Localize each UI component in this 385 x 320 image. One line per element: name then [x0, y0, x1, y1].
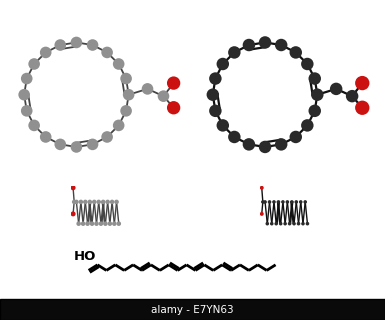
Circle shape: [40, 47, 52, 58]
Circle shape: [167, 101, 180, 115]
Circle shape: [142, 83, 153, 95]
Circle shape: [292, 222, 296, 226]
Circle shape: [28, 120, 40, 131]
Circle shape: [260, 212, 264, 216]
Circle shape: [79, 200, 83, 204]
Circle shape: [209, 105, 222, 117]
Circle shape: [76, 221, 81, 226]
Circle shape: [120, 73, 132, 84]
Circle shape: [74, 200, 79, 204]
Circle shape: [263, 200, 267, 204]
Circle shape: [283, 222, 287, 226]
Circle shape: [308, 105, 321, 117]
Circle shape: [209, 72, 222, 85]
Circle shape: [270, 222, 274, 226]
Circle shape: [288, 222, 291, 226]
Circle shape: [54, 139, 66, 150]
Circle shape: [96, 200, 101, 204]
Circle shape: [81, 221, 85, 226]
Circle shape: [158, 90, 169, 102]
Circle shape: [268, 200, 271, 204]
Circle shape: [112, 221, 117, 226]
Circle shape: [279, 222, 283, 226]
Circle shape: [72, 200, 77, 204]
Circle shape: [92, 200, 97, 204]
Circle shape: [301, 222, 305, 226]
Circle shape: [87, 200, 92, 204]
Circle shape: [346, 90, 358, 102]
Circle shape: [110, 200, 114, 204]
Circle shape: [70, 212, 75, 216]
Circle shape: [290, 46, 302, 59]
Circle shape: [123, 89, 134, 100]
Circle shape: [228, 46, 241, 59]
Circle shape: [228, 131, 241, 143]
Circle shape: [295, 200, 298, 204]
Circle shape: [101, 47, 113, 58]
Circle shape: [243, 39, 255, 51]
Circle shape: [355, 100, 370, 115]
Circle shape: [40, 131, 52, 143]
Text: alamy - E7YN63: alamy - E7YN63: [151, 305, 234, 315]
Circle shape: [87, 39, 98, 51]
Text: HO: HO: [74, 250, 97, 263]
Circle shape: [21, 73, 32, 84]
Circle shape: [105, 200, 110, 204]
Circle shape: [355, 76, 370, 90]
Circle shape: [113, 58, 124, 70]
Circle shape: [330, 83, 342, 95]
Circle shape: [261, 200, 264, 204]
Circle shape: [107, 221, 112, 226]
Circle shape: [83, 200, 88, 204]
Circle shape: [275, 222, 278, 226]
Circle shape: [120, 105, 132, 117]
Circle shape: [308, 72, 321, 85]
Circle shape: [167, 76, 180, 90]
Circle shape: [290, 131, 302, 143]
Circle shape: [18, 89, 30, 100]
Circle shape: [101, 131, 113, 143]
Circle shape: [117, 221, 121, 226]
Circle shape: [281, 200, 285, 204]
Circle shape: [87, 139, 98, 150]
Circle shape: [243, 138, 255, 151]
Circle shape: [290, 200, 294, 204]
Circle shape: [311, 88, 323, 101]
Circle shape: [207, 88, 219, 101]
Circle shape: [299, 200, 303, 204]
Circle shape: [28, 58, 40, 70]
Circle shape: [54, 39, 66, 51]
Circle shape: [216, 119, 229, 132]
Circle shape: [114, 200, 119, 204]
Circle shape: [216, 58, 229, 70]
Circle shape: [94, 221, 99, 226]
Circle shape: [301, 119, 313, 132]
Circle shape: [301, 58, 313, 70]
Circle shape: [266, 222, 269, 226]
Circle shape: [99, 221, 103, 226]
Circle shape: [303, 200, 307, 204]
Circle shape: [275, 39, 288, 51]
Circle shape: [272, 200, 276, 204]
Circle shape: [297, 222, 300, 226]
Circle shape: [113, 120, 124, 131]
Circle shape: [275, 138, 288, 151]
Circle shape: [103, 221, 108, 226]
Circle shape: [277, 200, 280, 204]
Circle shape: [260, 186, 264, 190]
Circle shape: [286, 200, 289, 204]
Circle shape: [306, 222, 309, 226]
Circle shape: [70, 141, 82, 153]
FancyBboxPatch shape: [0, 299, 385, 320]
Circle shape: [70, 37, 82, 48]
Circle shape: [101, 200, 105, 204]
Circle shape: [85, 221, 90, 226]
Circle shape: [21, 105, 32, 117]
Circle shape: [259, 36, 271, 49]
Circle shape: [259, 141, 271, 153]
Circle shape: [70, 185, 75, 190]
Circle shape: [90, 221, 94, 226]
